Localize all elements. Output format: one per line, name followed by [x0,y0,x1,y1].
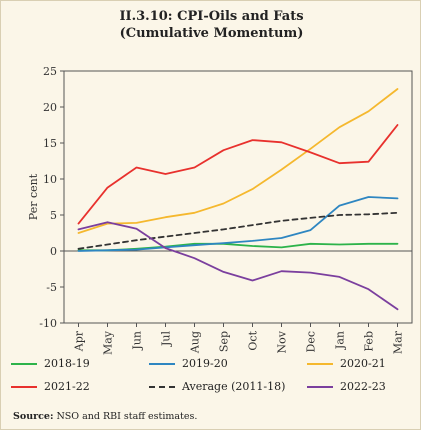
legend-swatch [307,385,333,388]
legend-item: Average (2011-18) [149,380,285,393]
chart-panel: II.3.10: CPI-Oils and Fats (Cumulative M… [0,0,421,430]
x-tick-label: Feb [363,331,376,352]
legend-item: 2022-23 [307,380,386,393]
x-tick-label: Apr [73,330,86,352]
source-text: NSO and RBI staff estimates. [56,411,198,422]
chart-title: II.3.10: CPI-Oils and Fats [119,9,304,24]
y-axis-label: Per cent [27,173,40,220]
legend-item: 2019-20 [149,357,228,370]
x-tick-label: Dec [305,331,318,353]
x-tick-label: Sep [218,331,231,352]
x-tick-label: Jul [160,331,173,347]
x-tick-label: Oct [247,330,260,350]
legend-label: 2021-22 [44,380,90,393]
source-note: Source: NSO and RBI staff estimates. [13,411,197,422]
chart-subtitle: (Cumulative Momentum) [119,26,304,41]
x-tick-label: Jun [131,331,144,351]
x-tick-label: Jan [334,331,347,350]
series-line-2020-21 [77,88,399,234]
legend-swatch [307,362,333,365]
x-tick-label: Aug [189,331,202,354]
y-tick-label: 10 [43,173,57,186]
x-tick-label: May [102,330,115,355]
legend-swatch [11,362,37,365]
series-line-2019-20 [77,196,399,252]
legend-item: 2021-22 [11,380,90,393]
x-tick-label: Mar [392,330,405,354]
legend-label: 2022-23 [340,380,386,393]
legend-label: 2018-19 [44,357,90,370]
series-line-average-2011-18- [77,211,399,250]
y-tick-label: -5 [46,281,57,294]
legend-label: Average (2011-18) [182,380,286,393]
legend-swatch [149,385,175,388]
source-label: Source: [13,411,54,422]
y-tick-label: 5 [50,209,57,222]
y-tick-label: -10 [39,317,57,330]
legend-label: 2020-21 [340,357,386,370]
legend-item: 2018-19 [11,357,90,370]
y-tick-label: 0 [50,245,57,258]
series-line-2021-22 [77,124,399,225]
legend-swatch [149,362,175,365]
legend-item: 2020-21 [307,357,386,370]
x-tick-label: Nov [276,330,289,353]
legend-swatch [11,385,37,388]
y-tick-label: 25 [43,65,57,78]
line-chart: -10 -5 0 5 10 15 20 25 Apr May Jun Jul Aug Sep Oct Nov D… [27,65,413,355]
y-tick-label: 15 [43,137,57,150]
plot-frame [63,70,413,324]
series-line-2022-23 [77,221,399,311]
legend-label: 2019-20 [182,357,228,370]
y-tick-label: 20 [43,101,57,114]
